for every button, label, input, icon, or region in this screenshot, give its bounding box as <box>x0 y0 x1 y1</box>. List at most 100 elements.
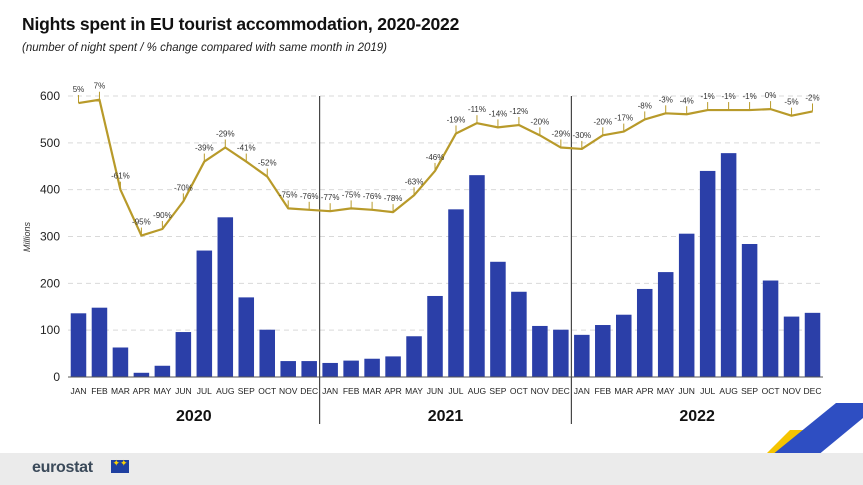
x-tick-label: APR <box>384 386 401 396</box>
bar <box>720 153 737 377</box>
x-tick-label: DEC <box>300 386 318 396</box>
line-data-label: -46% <box>426 153 445 162</box>
bar <box>469 175 485 377</box>
x-tick-label: MAY <box>405 386 423 396</box>
line-data-label: 0% <box>765 91 777 100</box>
x-tick-label: FEB <box>91 386 108 396</box>
decor-stripe-blue <box>774 403 863 453</box>
chart-title: Nights spent in EU tourist accommodation… <box>22 14 460 34</box>
line-data-label: -77% <box>321 193 340 202</box>
bar <box>511 291 527 377</box>
x-tick-label: FEB <box>595 386 612 396</box>
bar <box>574 334 590 377</box>
bar <box>448 209 464 377</box>
line-data-label: -1% <box>722 92 736 101</box>
eu-flag-icon: ✦✦ <box>111 458 129 473</box>
bar <box>259 329 275 377</box>
eurostat-logo: eurostat <box>32 459 93 476</box>
line-data-label: -76% <box>363 192 382 201</box>
bar <box>385 356 401 377</box>
bar <box>741 243 758 377</box>
line-data-label: -19% <box>447 115 466 124</box>
bar <box>196 250 213 377</box>
line-data-label: -41% <box>237 144 256 153</box>
bar <box>91 307 108 377</box>
y-axis-label: Millions <box>22 222 32 253</box>
y-tick-label: 600 <box>40 89 60 103</box>
line-data-label: -61% <box>111 172 130 181</box>
line-data-label: -30% <box>572 131 591 140</box>
bar <box>133 372 150 377</box>
x-tick-label: MAY <box>657 386 675 396</box>
line-data-label: -75% <box>279 190 298 199</box>
bar <box>553 329 569 377</box>
bar <box>532 325 548 377</box>
line-data-label: -17% <box>614 114 633 123</box>
x-tick-label: APR <box>636 386 653 396</box>
chart-subtitle: (number of night spent / % change compar… <box>22 42 388 54</box>
x-tick-label: JUL <box>448 386 463 396</box>
x-tick-label: JAN <box>322 386 338 396</box>
x-tick-label: AUG <box>468 386 486 396</box>
x-tick-label: JUN <box>678 386 695 396</box>
y-tick-label: 400 <box>40 183 60 197</box>
x-tick-label: OCT <box>510 386 528 396</box>
x-tick-label: SEP <box>741 386 758 396</box>
x-tick-label: NOV <box>279 386 298 396</box>
line-data-label: -14% <box>489 109 508 118</box>
bar <box>406 336 422 377</box>
bar <box>343 360 359 377</box>
series-line <box>78 98 813 237</box>
y-tick-label: 0 <box>53 370 60 384</box>
line-data-label: -4% <box>680 96 694 105</box>
x-tick-label: SEP <box>238 386 255 396</box>
bar <box>595 325 611 377</box>
x-tick-label: SEP <box>489 386 506 396</box>
x-tick-label: MAY <box>153 386 171 396</box>
line-data-label: -29% <box>216 130 235 139</box>
line-data-label: -52% <box>258 159 277 168</box>
bar <box>217 217 234 377</box>
bar <box>112 347 129 377</box>
line-data-label: -95% <box>132 218 151 227</box>
x-tick-label: AUG <box>719 386 737 396</box>
x-tick-label: DEC <box>804 386 822 396</box>
x-tick-label: JAN <box>70 386 86 396</box>
x-tick-label: JUL <box>700 386 715 396</box>
line-data-label: -20% <box>593 117 612 126</box>
x-tick-label: OCT <box>258 386 276 396</box>
x-tick-label: NOV <box>782 386 801 396</box>
year-label: 2021 <box>428 408 464 425</box>
line-data-label: -78% <box>384 194 403 203</box>
bar <box>70 313 87 377</box>
x-tick-label: MAR <box>363 386 382 396</box>
bar <box>636 288 653 377</box>
line-data-label: -70% <box>174 183 193 192</box>
bar <box>154 365 171 377</box>
line-data-label: -63% <box>405 177 424 186</box>
y-tick-label: 100 <box>40 323 60 337</box>
x-tick-label: JUN <box>427 386 444 396</box>
line-data-label: 5% <box>73 85 85 94</box>
footer-bar: eurostat ✦✦ <box>0 453 863 485</box>
bar <box>175 332 192 377</box>
x-tick-label: OCT <box>762 386 780 396</box>
x-tick-label: NOV <box>531 386 550 396</box>
line-data-label: -2% <box>805 93 819 102</box>
bar <box>490 261 506 377</box>
bar <box>762 280 779 377</box>
x-tick-label: JUL <box>197 386 212 396</box>
bar <box>322 362 338 377</box>
bar <box>804 312 821 377</box>
bar <box>280 361 296 377</box>
line-data-label: -39% <box>195 144 214 153</box>
line-data-label: -90% <box>153 211 172 220</box>
y-tick-label: 300 <box>40 230 60 244</box>
x-tick-label: AUG <box>216 386 234 396</box>
line-data-label: -5% <box>784 98 798 107</box>
year-label: 2020 <box>176 408 212 425</box>
bar <box>699 170 716 377</box>
x-tick-label: FEB <box>343 386 360 396</box>
line-data-label: -8% <box>638 101 652 110</box>
